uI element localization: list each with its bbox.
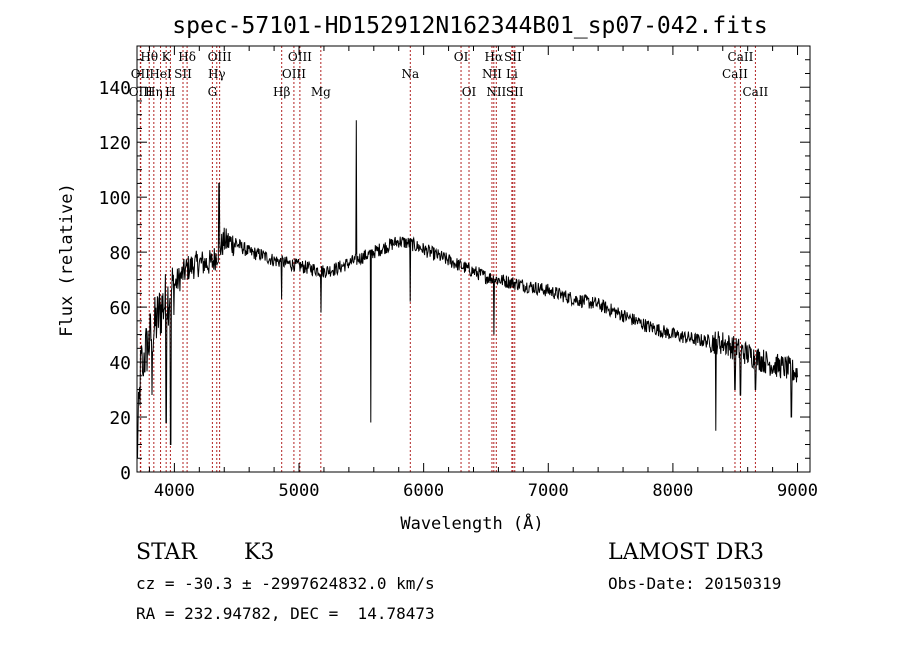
- y-tick-label: 60: [109, 298, 131, 319]
- y-tick-label: 20: [109, 408, 131, 429]
- line-marker-label: Na: [401, 67, 419, 81]
- line-marker-label: Hα: [485, 50, 504, 64]
- line-marker-label: Hδ: [178, 50, 196, 64]
- chart-title: spec-57101-HD152912N162344B01_sp07-042.f…: [172, 13, 767, 39]
- line-marker-label: OI: [462, 85, 477, 99]
- line-marker-label: CaII: [722, 67, 748, 81]
- line-marker-label: SII: [506, 85, 524, 99]
- line-marker-label: SII: [174, 67, 192, 81]
- y-tick-label: 0: [120, 463, 131, 484]
- line-marker-label: Hβ: [273, 85, 290, 99]
- x-tick-label: 8000: [652, 481, 693, 501]
- line-marker-label: Li: [506, 67, 518, 81]
- y-axis-label: Flux (relative): [57, 183, 77, 337]
- line-marker-label: OII: [131, 67, 151, 81]
- y-tick-label: 120: [98, 133, 131, 154]
- object-class: STAR: [136, 540, 197, 565]
- y-tick-label: 140: [98, 78, 131, 99]
- x-axis-ticks: 4000 5000 6000 7000 8000 9000: [148, 46, 818, 501]
- line-markers: [139, 46, 756, 472]
- y-axis-ticks: 0 20 40 60 80 100 120 140: [98, 59, 810, 484]
- spectrum-series-line: [136, 120, 798, 459]
- object-subclass: K3: [244, 540, 275, 565]
- line-marker-label: NII: [486, 85, 506, 99]
- x-tick-label: 7000: [528, 481, 569, 501]
- redshift-line: cz = -30.3 ± -2997624832.0 km/s: [136, 574, 435, 593]
- line-marker-label: HeI: [149, 67, 172, 81]
- x-tick-label: 9000: [777, 481, 818, 501]
- line-marker-label: G: [208, 85, 218, 99]
- y-tick-label: 100: [98, 188, 131, 209]
- obs-date: Obs-Date: 20150319: [608, 574, 782, 593]
- line-marker-label: SII: [504, 50, 522, 64]
- line-marker-label: OIII: [208, 50, 232, 64]
- line-marker-label: NII: [482, 67, 502, 81]
- line-marker-labels: Hθ OII OIII K HeI Hη Hδ SII H OIII Hγ G OIII OIII Hβ Mg…: [129, 50, 769, 99]
- line-marker-label: CaII: [728, 50, 754, 64]
- line-marker-label: Hθ: [140, 50, 158, 64]
- x-tick-label: 4000: [154, 481, 195, 501]
- line-marker-label: OIII: [282, 67, 306, 81]
- line-marker-label: Hη: [145, 85, 163, 99]
- line-marker-label: OI: [454, 50, 469, 64]
- plot-frame: [136, 45, 811, 473]
- line-marker-label: Mg: [311, 85, 331, 99]
- survey-name: LAMOST DR3: [608, 540, 764, 565]
- line-marker-label: H: [165, 85, 175, 99]
- line-marker-label: K: [162, 50, 172, 64]
- y-tick-label: 80: [109, 243, 131, 264]
- x-tick-label: 6000: [403, 481, 444, 501]
- line-marker-label: CaII: [742, 85, 768, 99]
- y-tick-label: 40: [109, 353, 131, 374]
- line-marker-label: Hγ: [208, 67, 226, 81]
- x-tick-label: 5000: [279, 481, 320, 501]
- line-marker-label: OIII: [129, 85, 153, 99]
- x-axis-label: Wavelength (Å): [400, 512, 543, 534]
- ra-dec-line: RA = 232.94782, DEC = 14.78473: [136, 604, 435, 623]
- line-marker-label: OIII: [288, 50, 312, 64]
